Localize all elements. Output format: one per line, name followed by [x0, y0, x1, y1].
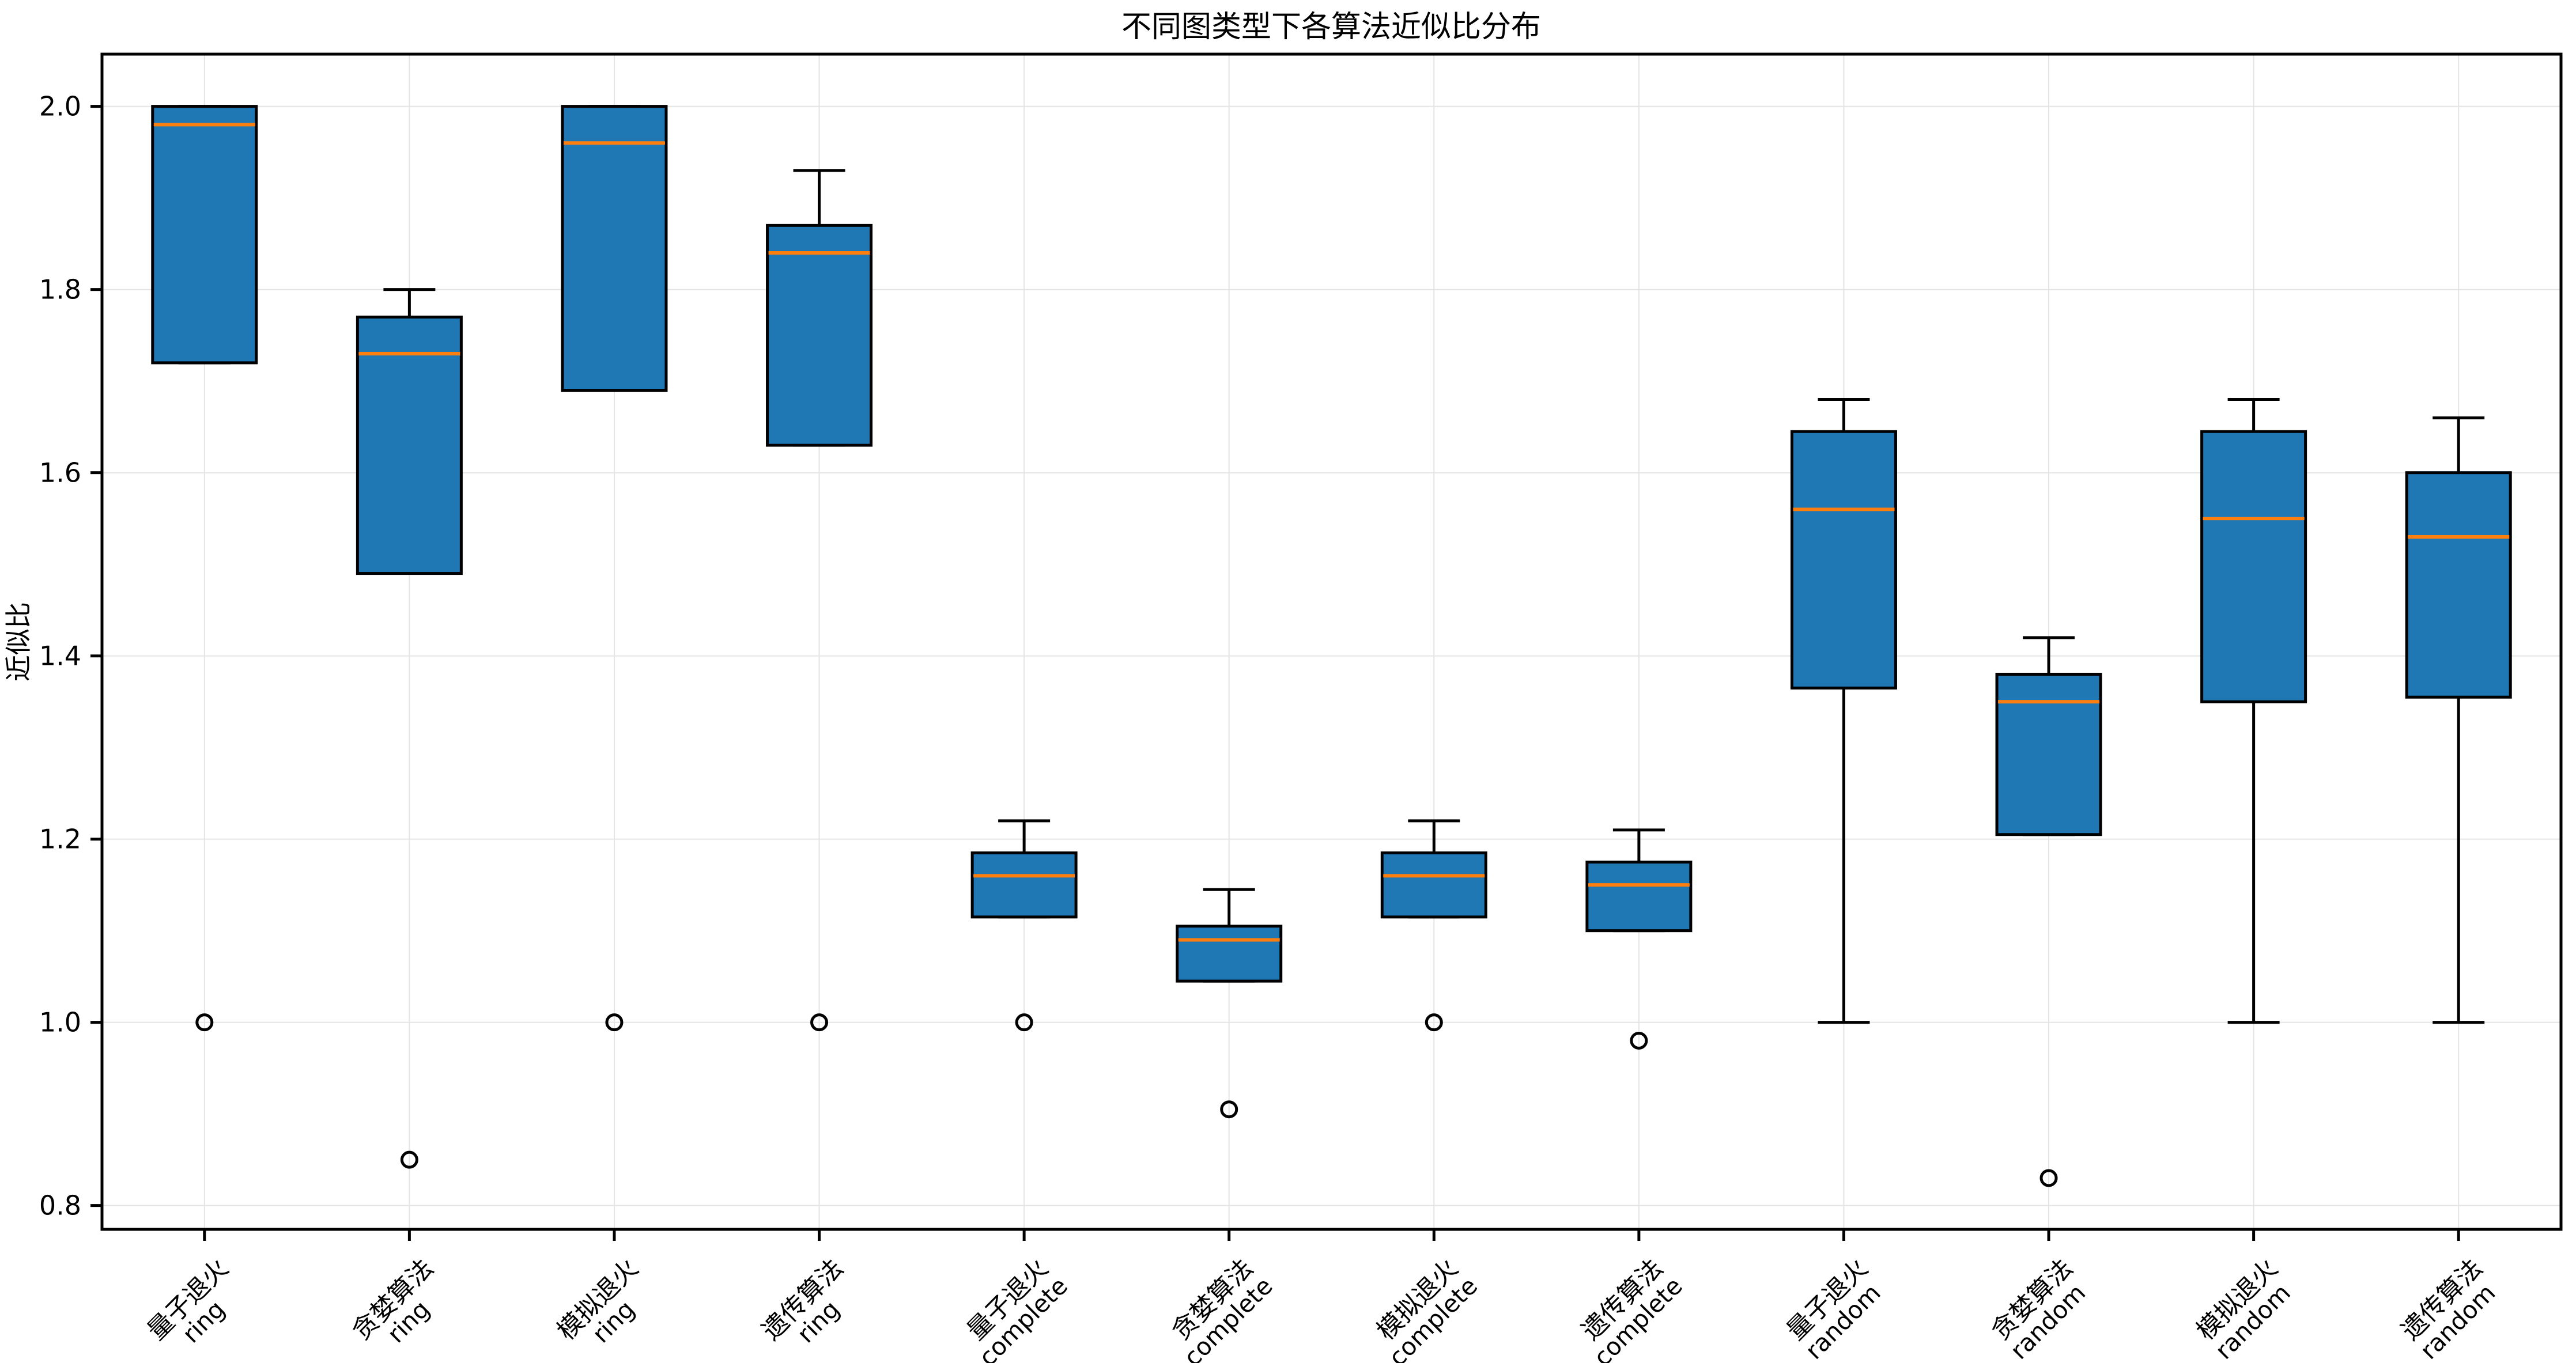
box-group-6	[1176, 888, 1283, 1119]
iqr-box	[1380, 851, 1487, 919]
boxplot-data-layer	[151, 105, 2512, 1187]
iqr-box	[2200, 430, 2307, 703]
outlier-point	[810, 1013, 829, 1032]
iqr-box	[1790, 430, 1897, 690]
outlier-point	[1425, 1013, 1443, 1032]
box-group-3	[561, 105, 668, 1032]
outlier-point	[605, 1013, 624, 1032]
iqr-box	[1585, 860, 1693, 933]
iqr-box	[2405, 471, 2512, 699]
y-tick-label: 1.2	[39, 824, 81, 855]
iqr-box	[151, 105, 258, 365]
outlier-point	[2039, 1169, 2058, 1187]
outlier-point	[400, 1150, 418, 1169]
y-tick-label: 1.4	[39, 641, 81, 672]
y-axis-label: 近似比	[3, 602, 34, 682]
iqr-box	[1995, 672, 2102, 836]
box-group-12	[2405, 416, 2512, 1024]
iqr-box	[970, 851, 1078, 919]
y-tick-label: 2.0	[39, 91, 81, 122]
outlier-point	[1220, 1100, 1238, 1119]
box-group-11	[2200, 397, 2307, 1024]
iqr-box	[1176, 925, 1283, 983]
box-group-9	[1790, 397, 1897, 1024]
box-group-10	[1995, 636, 2102, 1187]
box-group-1	[151, 105, 258, 1032]
chart-title: 不同图类型下各算法近似比分布	[1121, 10, 1541, 44]
box-group-5	[970, 819, 1078, 1032]
grid-layer	[102, 54, 2561, 1229]
box-group-8	[1585, 828, 1693, 1050]
outlier-point	[1015, 1013, 1033, 1032]
iqr-box	[356, 315, 463, 576]
outlier-point	[1630, 1031, 1648, 1050]
y-tick-label: 1.0	[39, 1007, 81, 1038]
plot-border	[100, 52, 2563, 1231]
box-group-7	[1380, 819, 1487, 1032]
y-tick-label: 1.6	[39, 457, 81, 489]
y-tick-label: 0.8	[39, 1190, 81, 1221]
outlier-point	[195, 1013, 214, 1032]
iqr-box	[766, 224, 873, 447]
iqr-box	[561, 105, 668, 392]
box-group-2	[356, 288, 463, 1169]
y-tick-label: 1.8	[39, 274, 81, 305]
box-group-4	[766, 169, 873, 1032]
